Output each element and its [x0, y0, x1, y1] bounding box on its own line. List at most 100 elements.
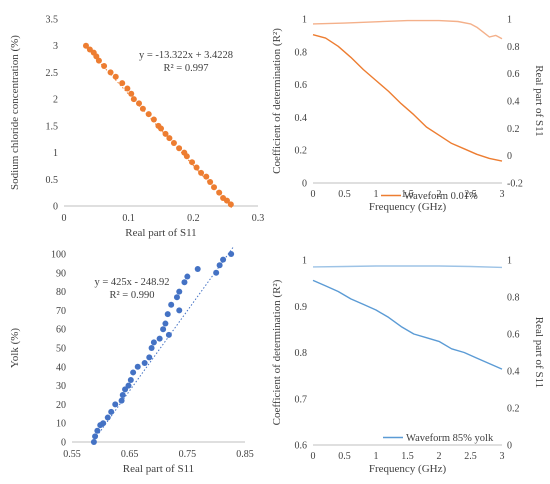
series-line-1	[312, 265, 503, 269]
y-tick-label: 90	[56, 268, 66, 279]
chart-1: 0 0.1 0.2 0.3 0 0.5 1 1.5 2 2.5 3 3.5 Real part of S…	[9, 15, 264, 240]
y-right-tick-label: 0.4	[507, 367, 520, 378]
data-point	[150, 339, 157, 346]
x-tick-label: 2	[437, 189, 442, 200]
legend-label: Waveform 85% yolk	[406, 433, 494, 444]
x-tick-label: 1.5	[401, 189, 414, 200]
data-point	[148, 345, 155, 351]
x-tick-label: 0	[62, 213, 67, 224]
x-axis-title: Real part of S11	[123, 463, 194, 475]
y-right-tick-label: 0.8	[507, 42, 520, 53]
data-point	[156, 335, 163, 342]
x-tick-label: 3	[500, 451, 505, 462]
y-tick-label: 70	[56, 306, 66, 317]
y-tick-label: 100	[51, 250, 66, 261]
data-point	[136, 100, 143, 107]
data-point	[176, 145, 183, 152]
data-point	[181, 279, 188, 286]
data-point	[216, 262, 223, 269]
data-point	[92, 433, 99, 440]
chart-3: 0.55 0.65 0.75 0.85 0 10 20 30 40 50 60 70 80 90 100 Re…	[9, 246, 254, 475]
y-right-tick-label: 0.8	[507, 293, 520, 304]
y-tick-label: 0.6	[295, 80, 308, 91]
data-point	[183, 153, 190, 160]
data-point	[150, 116, 157, 123]
y-tick-label: 40	[56, 362, 66, 373]
data-point	[168, 301, 175, 308]
series-line-1	[312, 19, 503, 40]
data-point	[211, 184, 218, 191]
y-axis-title: Coefficient of determination (R²)	[271, 279, 283, 425]
data-point	[207, 178, 214, 185]
data-point	[107, 69, 114, 76]
data-point	[128, 90, 135, 97]
series-line-2	[312, 279, 503, 370]
data-point	[162, 130, 169, 137]
y-tick-label: 20	[56, 400, 66, 411]
data-point	[95, 57, 102, 64]
legend-label: Waveform 0.01%	[404, 191, 478, 202]
x-tick-label: 3	[500, 189, 505, 200]
y-axis-title: Coefficient of determination (R²)	[271, 28, 283, 174]
data-point	[194, 266, 201, 273]
data-point	[130, 96, 137, 103]
data-point	[127, 376, 134, 383]
x-axis-title: Frequency (GHz)	[369, 463, 447, 475]
y-tick-label: 0.8	[295, 47, 308, 58]
data-point	[166, 135, 173, 142]
y-right-tick-label: 1	[507, 256, 512, 267]
y-right-axis-title: Real part of S11	[533, 317, 545, 388]
legend: Waveform 0.01%	[381, 191, 478, 202]
data-point	[213, 269, 220, 276]
data-point	[146, 354, 153, 361]
y-axis-title: Sodium chloride concentration (%)	[9, 35, 21, 190]
y-right-tick-label: 0.6	[507, 69, 520, 80]
y-tick-label: 1	[53, 148, 58, 159]
data-point	[184, 273, 191, 280]
data-point	[118, 397, 125, 404]
x-tick-label: 0	[311, 451, 316, 462]
y-tick-label: 60	[56, 325, 66, 336]
data-point	[158, 125, 164, 132]
data-point	[176, 307, 183, 314]
data-point	[124, 85, 131, 92]
y-right-tick-label: 0.2	[507, 124, 520, 135]
x-tick-label: 2.5	[464, 451, 477, 462]
x-tick-label: 0.5	[338, 189, 351, 200]
data-point	[189, 159, 196, 166]
data-point	[228, 251, 235, 257]
x-tick-label: 0.2	[187, 213, 200, 224]
x-tick-label: 0.1	[122, 213, 135, 224]
data-point	[173, 294, 180, 301]
series-line-2	[312, 34, 503, 162]
y-right-tick-label: 0.2	[507, 404, 520, 415]
y-right-tick-label: 0.6	[507, 330, 520, 341]
x-tick-label: 1	[374, 189, 379, 200]
data-point	[134, 363, 141, 370]
y-tick-label: 1	[302, 256, 307, 267]
data-point	[141, 360, 148, 367]
data-point	[139, 105, 146, 112]
y-tick-label: 3	[53, 41, 58, 52]
data-point	[145, 111, 152, 118]
y-axis-title: Yolk (%)	[9, 328, 21, 368]
data-point	[94, 427, 101, 434]
y-tick-label: 50	[56, 344, 66, 355]
x-tick-label: 0	[311, 189, 316, 200]
x-tick-label: 0.65	[121, 449, 139, 460]
data-point	[198, 169, 205, 176]
data-point	[160, 326, 167, 333]
y-tick-label: 0.2	[295, 146, 308, 157]
trend-equation: y = 425x - 248.92	[94, 277, 169, 288]
y-tick-label: 0.4	[295, 113, 308, 124]
y-tick-label: 0.5	[46, 175, 59, 186]
y-tick-label: 0.6	[295, 441, 308, 452]
data-point	[100, 420, 107, 427]
x-tick-label: 0.5	[338, 451, 351, 462]
y-tick-label: 0	[61, 438, 66, 449]
y-right-tick-label: 1	[507, 15, 512, 26]
data-point	[108, 408, 115, 415]
x-tick-label: 1	[374, 451, 379, 462]
data-point	[164, 311, 171, 318]
data-point	[90, 439, 97, 445]
